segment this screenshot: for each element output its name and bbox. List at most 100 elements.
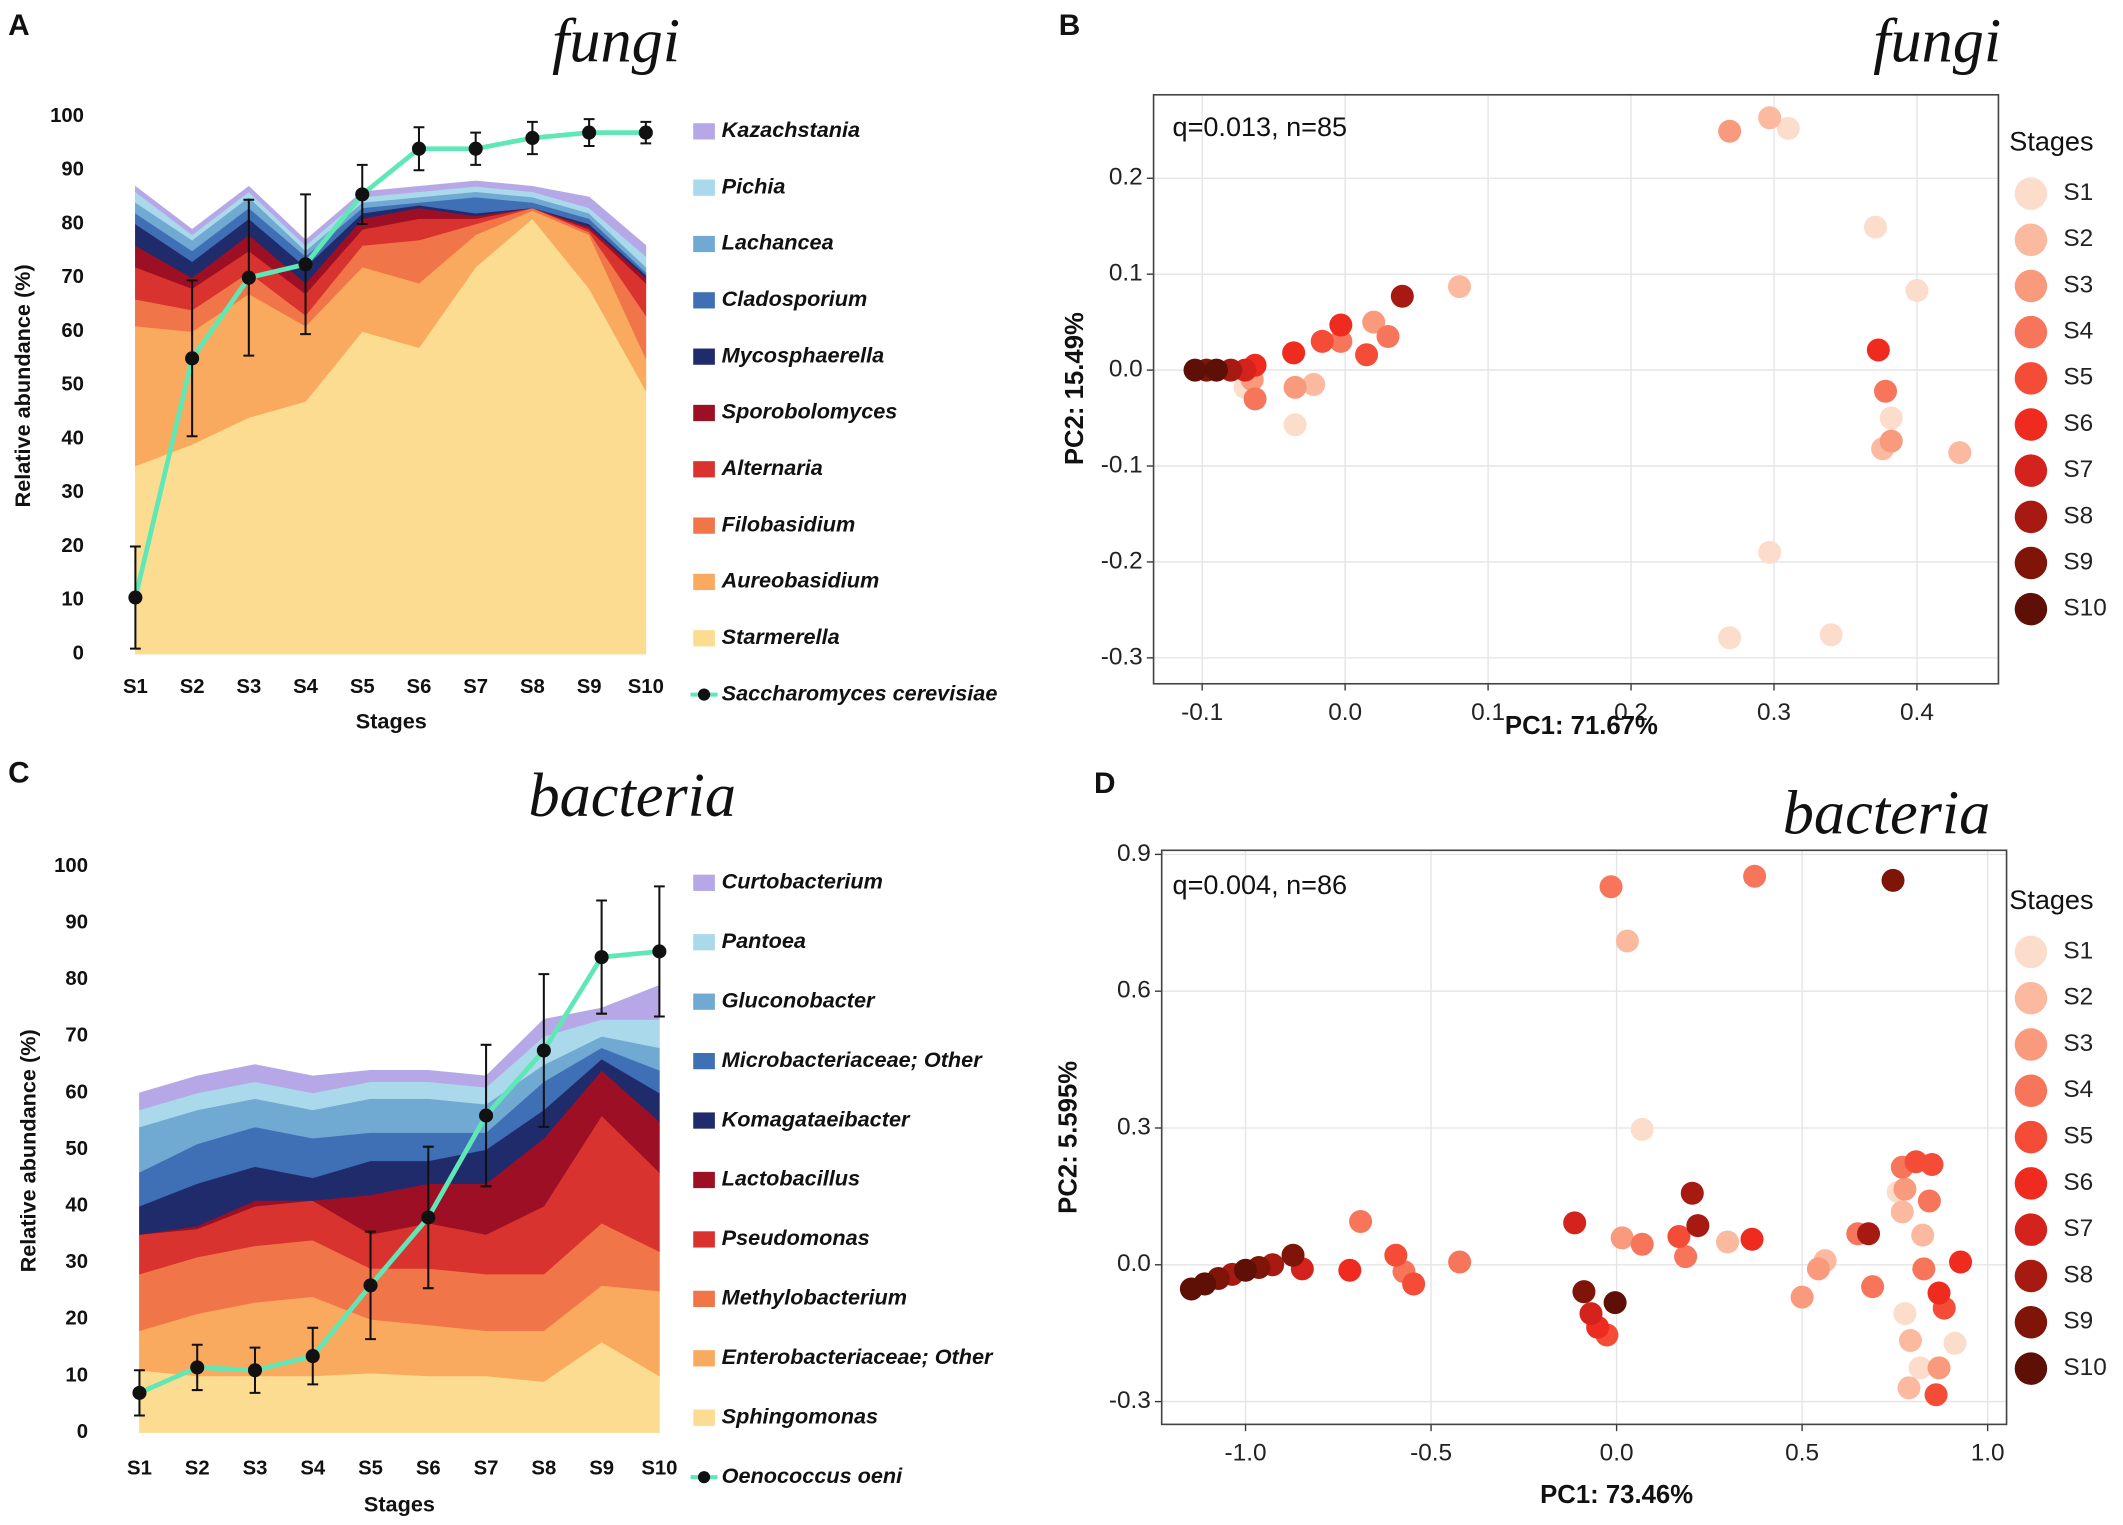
point (185, 351, 200, 366)
legend-dot (2014, 269, 2048, 303)
point (298, 257, 313, 272)
chart-title: bacteria (529, 762, 737, 830)
legend-label: Pantoea (722, 928, 806, 953)
y-tick-label: -0.2 (1101, 547, 1143, 574)
panel-label: D (1094, 767, 1116, 800)
x-tick-label: S8 (531, 1457, 556, 1479)
y-tick-label: -0.1 (1101, 451, 1143, 478)
panel-label: A (8, 9, 30, 42)
legend-label: Komagataeibacter (722, 1106, 911, 1131)
legend-dot (2014, 1028, 2048, 1061)
legend-label: Mycosphaerella (722, 342, 885, 367)
point (1908, 1356, 1932, 1380)
x-tick-label: S8 (520, 676, 545, 698)
y-tick-label: 0 (73, 642, 84, 664)
x-axis-label: PC1: 73.46% (1540, 1481, 1693, 1509)
point (1949, 1250, 1973, 1274)
line (138, 949, 660, 1396)
y-tick-label: 0.0 (1109, 356, 1143, 383)
x-tick-label: 0.1 (1471, 699, 1505, 726)
legend-label: Saccharomyces cerevisiae (722, 680, 998, 705)
point (479, 1108, 494, 1123)
legend-label: S1 (2063, 937, 2093, 964)
legend-swatch (693, 573, 715, 591)
point (1758, 106, 1782, 130)
point (1718, 626, 1742, 650)
point (247, 1363, 263, 1378)
legend-label: S3 (2063, 1030, 2093, 1057)
y-tick-label: 30 (61, 481, 84, 503)
point (1861, 1275, 1885, 1299)
y-tick-label: 0 (77, 1421, 88, 1443)
legend-label: Lactobacillus (722, 1166, 860, 1191)
y-tick-label: 0.0 (1117, 1250, 1151, 1277)
point (1283, 375, 1307, 399)
point (190, 1360, 205, 1375)
legend-label: S4 (2063, 1076, 2093, 1103)
x-tick-label: S6 (407, 676, 432, 698)
y-tick-label: 10 (61, 589, 84, 611)
legend-label: Starmerella (722, 624, 840, 649)
y-tick-label: 0.6 (1117, 977, 1151, 1004)
legend-label: S4 (2063, 318, 2093, 345)
point (1943, 1331, 1967, 1355)
legend-dot (2014, 1306, 2048, 1339)
point (1282, 341, 1306, 365)
point (1302, 372, 1326, 396)
x-tick-label: S4 (300, 1457, 326, 1479)
point (241, 270, 256, 285)
x-tick-label: S5 (358, 1457, 383, 1479)
plot-border (1152, 93, 2000, 685)
point (1758, 540, 1782, 564)
x-tick-label: 0.0 (1600, 1440, 1634, 1467)
point (1667, 1225, 1691, 1249)
y-tick-label: 0.3 (1117, 1113, 1151, 1140)
point (1338, 1258, 1362, 1282)
y-tick-label: 20 (61, 535, 84, 557)
x-tick-label: S10 (641, 1457, 677, 1479)
y-tick-label: 30 (65, 1251, 88, 1273)
legend-swatch (693, 993, 715, 1010)
point (1911, 1223, 1935, 1247)
legend-label: Sporobolomyces (722, 399, 898, 424)
x-tick-label: S4 (293, 676, 319, 698)
y-tick-label: 10 (65, 1364, 88, 1386)
legend-label: S2 (2063, 984, 2093, 1011)
point (1890, 1200, 1914, 1224)
point (1740, 1227, 1764, 1251)
area (135, 180, 647, 257)
legend-swatch (693, 630, 715, 647)
y-tick-label: -0.3 (1109, 1387, 1151, 1414)
legend-title: Stages (2009, 884, 2093, 915)
y-tick-label: 80 (61, 212, 84, 234)
point (1893, 1177, 1917, 1201)
point (1881, 868, 1905, 892)
legend-dot (697, 688, 711, 701)
legend-label: Aureobasidium (721, 568, 880, 593)
point (1447, 275, 1472, 299)
point (1234, 1258, 1258, 1282)
point (1674, 1245, 1698, 1269)
plot-border (1160, 849, 2008, 1426)
point (1310, 329, 1334, 353)
y-axis-label: Relative abundance (%) (10, 264, 35, 507)
point (1905, 278, 1929, 302)
point (652, 944, 667, 959)
y-tick-label: 0.9 (1117, 840, 1151, 867)
legend-swatch (693, 1112, 715, 1129)
point (128, 590, 143, 605)
point (582, 125, 597, 140)
legend-label: Microbacteriaceae; Other (722, 1047, 984, 1072)
legend-label: Kazachstania (722, 117, 860, 142)
legend-dot (2014, 1259, 2048, 1293)
legend-swatch (693, 934, 715, 951)
point (1776, 116, 1800, 140)
legend-dot (2014, 408, 2048, 441)
x-tick-label: 1.0 (1971, 1440, 2005, 1467)
point (1718, 119, 1742, 143)
x-tick-label: S3 (243, 1457, 268, 1479)
y-tick-label: 40 (61, 427, 84, 449)
legend-label: S8 (2063, 502, 2093, 529)
x-tick-label: 0.4 (1900, 699, 1934, 726)
point (1402, 1272, 1426, 1296)
